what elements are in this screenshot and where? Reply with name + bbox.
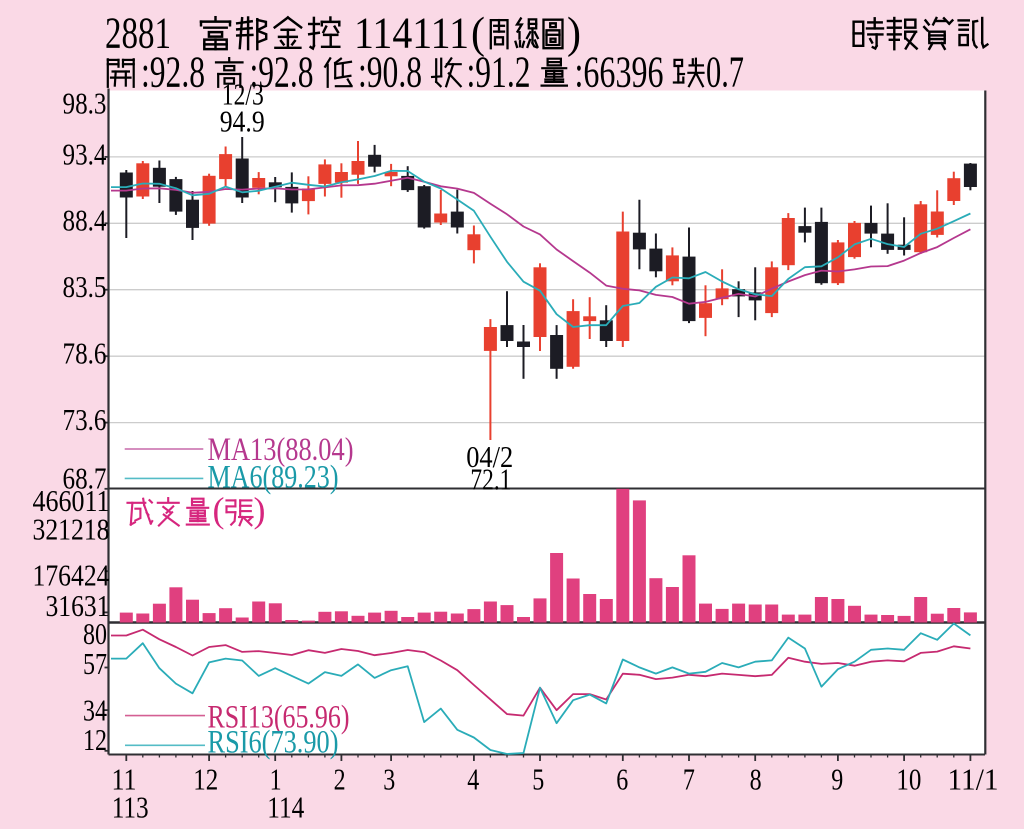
- svg-text:80: 80: [83, 616, 107, 651]
- svg-text:73.6: 73.6: [63, 402, 107, 437]
- svg-text:321218: 321218: [33, 511, 110, 546]
- svg-text:94.9: 94.9: [220, 104, 265, 139]
- svg-text:4: 4: [467, 762, 479, 797]
- svg-text:10: 10: [896, 762, 921, 797]
- svg-text:114: 114: [267, 790, 304, 825]
- svg-text:68.7: 68.7: [63, 460, 107, 495]
- svg-text:MA13(88.04): MA13(88.04): [208, 432, 354, 468]
- svg-text:78.6: 78.6: [63, 336, 107, 371]
- svg-text:93.4: 93.4: [63, 136, 107, 171]
- svg-text:04/2: 04/2: [466, 439, 513, 474]
- svg-text:98.3: 98.3: [63, 85, 107, 120]
- svg-text:83.5: 83.5: [63, 269, 107, 304]
- svg-text:): ): [254, 490, 266, 530]
- svg-text::91.2: :91.2: [467, 48, 531, 97]
- svg-text:6: 6: [616, 762, 628, 797]
- svg-text:MA6(89.23): MA6(89.23): [208, 460, 339, 496]
- svg-text:0.7: 0.7: [706, 48, 744, 97]
- svg-text:7: 7: [683, 762, 695, 797]
- svg-text:RSI13(65.96): RSI13(65.96): [208, 700, 350, 736]
- svg-text:12: 12: [193, 762, 218, 797]
- svg-text:12: 12: [83, 722, 107, 757]
- svg-text::90.8: :90.8: [358, 48, 422, 97]
- svg-text:72.1: 72.1: [470, 462, 511, 497]
- svg-text:(: (: [213, 490, 225, 530]
- svg-text:114111: 114111: [354, 9, 469, 58]
- svg-text:466011: 466011: [33, 483, 110, 518]
- svg-text:9: 9: [831, 762, 843, 797]
- svg-text::92.8: :92.8: [250, 48, 314, 97]
- svg-text::66396: :66396: [575, 48, 664, 97]
- svg-text:2: 2: [334, 762, 346, 797]
- svg-text:11: 11: [112, 762, 137, 797]
- svg-text:12/3: 12/3: [222, 77, 264, 112]
- svg-text:11/1: 11/1: [948, 762, 999, 797]
- svg-text:8: 8: [750, 762, 762, 797]
- svg-text:5: 5: [532, 762, 544, 797]
- svg-text:113: 113: [112, 790, 149, 825]
- svg-text:31631: 31631: [46, 588, 110, 623]
- svg-text:(: (: [471, 9, 485, 58]
- svg-text:RSI6(73.90): RSI6(73.90): [208, 725, 339, 761]
- svg-text:): ): [567, 9, 581, 58]
- svg-text:3: 3: [383, 762, 395, 797]
- svg-text:34: 34: [83, 692, 107, 727]
- svg-text:88.4: 88.4: [63, 203, 107, 238]
- svg-text::92.8: :92.8: [141, 48, 205, 97]
- svg-text:176424: 176424: [33, 557, 110, 592]
- svg-text:1: 1: [270, 762, 282, 797]
- svg-text:57: 57: [83, 646, 107, 681]
- svg-text:2881: 2881: [105, 9, 171, 58]
